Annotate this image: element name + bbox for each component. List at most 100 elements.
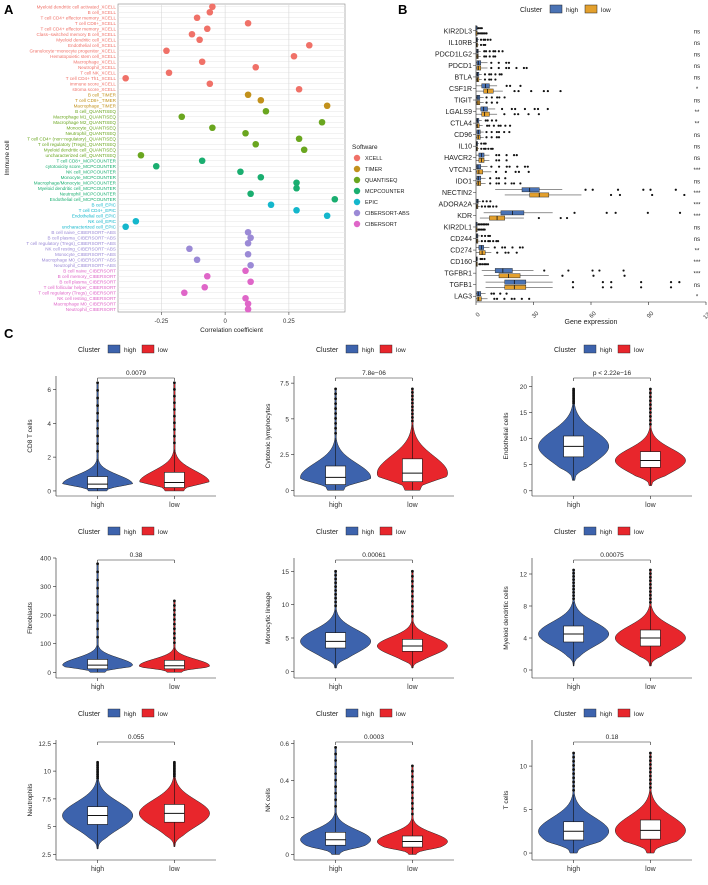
y-tick-label: 15 [520, 410, 528, 417]
box-low [476, 169, 483, 175]
legend-swatch-high [345, 526, 359, 536]
y-tick-label: 300 [40, 584, 51, 591]
gene-label: PDCD1LG2 [435, 51, 472, 58]
outlier-point [649, 391, 652, 395]
data-point [198, 58, 206, 66]
row-label: Monocyte_MCPCOUNTER [61, 175, 117, 180]
outlier-point [610, 286, 613, 289]
row-label: Macrophage_TIMER [74, 104, 117, 109]
outlier-point [483, 228, 486, 231]
outlier-point [521, 246, 524, 249]
legend-title: Cluster [78, 347, 101, 354]
legend-label-low: low [158, 529, 168, 536]
outlier-point [642, 188, 645, 191]
outlier-point [494, 50, 497, 53]
outlier-point [173, 608, 176, 612]
outlier-point [498, 96, 501, 99]
y-tick-label: 0 [285, 852, 289, 859]
outlier-point [334, 600, 337, 604]
legend-swatch-low [379, 344, 393, 354]
box-low [640, 451, 661, 468]
outlier-point [173, 627, 176, 631]
outlier-point [504, 177, 507, 180]
outlier-point [96, 562, 99, 566]
outlier-point [334, 397, 337, 401]
outlier-point [572, 578, 575, 581]
outlier-point [486, 38, 489, 41]
outlier-point [411, 405, 414, 409]
outlier-point [173, 428, 176, 431]
outlier-point [525, 66, 528, 70]
outlier-point [480, 228, 483, 231]
outlier-point [173, 441, 176, 445]
y-tick-label: 5 [47, 824, 51, 831]
data-point [295, 85, 303, 93]
outlier-point [495, 205, 498, 208]
outlier-point [508, 124, 512, 127]
outlier-point [649, 407, 652, 411]
outlier-point [497, 182, 501, 185]
outlier-point [497, 50, 500, 53]
x-tick-label: low [169, 684, 180, 691]
significance-label: ns [694, 237, 700, 243]
outlier-point [605, 211, 608, 214]
legend-swatch-high [583, 344, 597, 354]
data-point [252, 140, 260, 148]
box-high [504, 279, 527, 285]
outlier-point [490, 130, 493, 134]
outlier-point [96, 578, 99, 582]
y-tick-label: 7.5 [42, 796, 51, 803]
outlier-point [572, 584, 575, 588]
outlier-point [496, 96, 499, 99]
row-label: T cell CD8+_MCPCOUNTER [56, 159, 116, 164]
box-low [164, 659, 185, 670]
data-point [244, 91, 252, 99]
outlier-point [411, 775, 414, 778]
legend-label-low: low [634, 347, 644, 354]
outlier-point [173, 604, 176, 607]
y-tick-label: 4 [47, 421, 51, 428]
y-axis-title: Endothelial cells [503, 412, 510, 460]
outlier-point [334, 577, 337, 581]
data-point [247, 234, 254, 242]
y-tick-label: 0 [47, 488, 51, 495]
legend-marker [353, 154, 361, 162]
outlier-point [669, 280, 673, 284]
outlier-point [507, 66, 511, 70]
outlier-point [495, 136, 498, 139]
outlier-point [572, 587, 575, 591]
outlier-point [507, 61, 511, 64]
pvalue-label: 0.38 [130, 552, 143, 559]
data-point [244, 250, 252, 258]
outlier-point [334, 785, 337, 789]
outlier-point [96, 611, 99, 615]
data-point [300, 146, 308, 154]
y-tick-label: 4 [523, 636, 527, 643]
box-low [476, 181, 482, 186]
outlier-point [481, 200, 485, 203]
row-label: Neutrophil_CIBERSORT−ABS [54, 263, 116, 268]
outlier-point [483, 50, 486, 53]
panel-a-correlation-dotplot: -0.25 0 0.25 Myeloid dendritic cell activat… [4, 3, 410, 334]
outlier-point [487, 223, 490, 226]
row-label: T cell CD4+ effector memory_XCELL [40, 16, 116, 21]
outlier-point [481, 263, 484, 266]
violin-subplot-8: Cluster high low 0 0.2 0.4 0.6 NK cells high low 0… [265, 708, 454, 873]
violin-subplot-3: Cluster high low 0 5 10 15 20 Endothelial cells h… [503, 344, 692, 509]
outlier-point [489, 200, 492, 203]
gene-label: LAG3 [454, 294, 472, 301]
row-label: NK cell resting_CIBERSORT [57, 296, 116, 301]
outlier-point [485, 96, 488, 99]
outlier-point [411, 599, 414, 603]
significance-label: ns [694, 52, 700, 58]
x-tick-label: 0 [475, 312, 482, 319]
significance-label: *** [693, 272, 701, 278]
outlier-point [411, 807, 414, 811]
outlier-point [173, 401, 176, 405]
legend-swatch-low [617, 708, 631, 718]
significance-label: ns [694, 283, 700, 289]
outlier-point [499, 292, 502, 295]
outlier-point [572, 591, 575, 594]
outlier-point [504, 182, 507, 185]
outlier-point [485, 200, 488, 203]
